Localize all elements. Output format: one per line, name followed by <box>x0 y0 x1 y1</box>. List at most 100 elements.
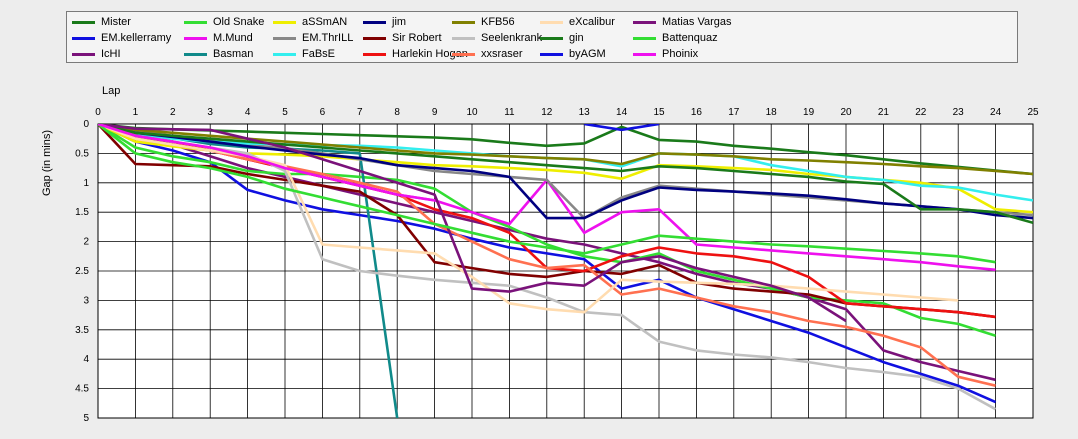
x-tick-label: 15 <box>653 107 665 118</box>
x-tick-label: 21 <box>878 107 890 118</box>
legend-item-byagm: byAGM <box>540 48 606 60</box>
legend-label: Phoinix <box>662 48 699 60</box>
series-line-mister <box>98 124 1033 176</box>
legend-swatch <box>633 52 656 56</box>
legend-item-ichi: IcHI <box>72 48 121 60</box>
series-line-old-snake <box>98 124 996 337</box>
legend-item-excalibur: eXcalibur <box>540 16 615 28</box>
x-tick-label: 25 <box>1027 107 1039 118</box>
x-tick-label: 4 <box>245 107 251 118</box>
legend-swatch <box>72 20 95 24</box>
legend-swatch <box>540 52 563 56</box>
x-tick-label: 12 <box>541 107 553 118</box>
y-tick-label: 0.5 <box>75 148 89 159</box>
legend-label: byAGM <box>569 48 606 60</box>
legend-label: M.Mund <box>213 32 253 44</box>
x-tick-label: 1 <box>133 107 139 118</box>
legend-label: EM.ThrILL <box>302 32 354 44</box>
x-tick-label: 9 <box>432 107 438 118</box>
legend-label: Mister <box>101 16 131 28</box>
x-tick-label: 8 <box>394 107 400 118</box>
legend-item-kfb56: KFB56 <box>452 16 515 28</box>
legend-item-gin: gin <box>540 32 584 44</box>
legend-swatch <box>633 20 656 24</box>
series-line-matias-vargas <box>98 124 847 323</box>
legend-swatch <box>452 36 475 40</box>
legend-swatch <box>452 20 475 24</box>
legend-item-mister: Mister <box>72 16 131 28</box>
legend-label: Harlekin Hogan <box>392 48 468 60</box>
series-layer <box>98 124 1033 418</box>
x-tick-label: 7 <box>357 107 363 118</box>
legend-swatch <box>184 36 207 40</box>
legend-item-matias-vargas: Matias Vargas <box>633 16 732 28</box>
x-tick-label: 13 <box>579 107 591 118</box>
legend-label: jim <box>392 16 407 28</box>
legend-label: Seelenkrank <box>481 32 543 44</box>
y-tick-label: 4.5 <box>75 384 89 395</box>
legend-item-seelenkrank: Seelenkrank <box>452 32 542 44</box>
legend-label: xxsraser <box>481 48 523 60</box>
legend-item-jim: jim <box>363 16 406 28</box>
legend-item-phoinix: Phoinix <box>633 48 698 60</box>
x-tick-label: 24 <box>990 107 1002 118</box>
x-tick-label: 22 <box>915 107 927 118</box>
legend-swatch <box>452 52 475 56</box>
x-tick-label: 16 <box>691 107 703 118</box>
y-axis-title: Gap (in mins) <box>41 130 53 196</box>
x-tick-label: 6 <box>320 107 326 118</box>
legend-swatch <box>273 36 296 40</box>
legend-swatch <box>363 36 386 40</box>
legend-label: EM.kellerramy <box>101 32 172 44</box>
legend-item-sir-robert: Sir Robert <box>363 32 442 44</box>
x-tick-label: 17 <box>728 107 740 118</box>
legend-item-em-thrill: EM.ThrILL <box>273 32 353 44</box>
series-line-jim <box>98 124 1033 220</box>
x-tick-label: 10 <box>466 107 478 118</box>
chart-legend: Mister EM.kellerramy IcHI Old Snake M.Mund Ba… <box>66 11 1018 63</box>
x-tick-labels: 0 1 2 3 4 5 6 7 8 9 10 11 12 13 14 15 16 17 18 19 20 21 22 23 24… <box>95 107 1039 118</box>
series-line-gin <box>98 124 1033 225</box>
y-tick-label: 0 <box>83 119 89 130</box>
x-tick-label: 23 <box>953 107 965 118</box>
y-tick-label: 2 <box>83 237 89 248</box>
legend-label: FaBsE <box>302 48 336 60</box>
legend-item-battenquaz: Battenquaz <box>633 32 718 44</box>
legend-item-assman: aSSmAN <box>273 16 347 28</box>
x-tick-label: 2 <box>170 107 176 118</box>
series-line-xxsraser <box>98 124 996 387</box>
y-tick-label: 3 <box>83 295 89 306</box>
x-tick-label: 0 <box>95 107 101 118</box>
legend-label: eXcalibur <box>569 16 615 28</box>
legend-swatch <box>273 52 296 56</box>
legend-item-xxsraser: xxsraser <box>452 48 523 60</box>
legend-swatch <box>363 20 386 24</box>
y-tick-label: 1 <box>83 178 89 189</box>
y-tick-label: 3.5 <box>75 325 89 336</box>
legend-label: Matias Vargas <box>662 16 732 28</box>
legend-swatch <box>363 52 386 56</box>
x-tick-label: 19 <box>803 107 815 118</box>
grid-lines <box>97 123 1034 419</box>
legend-item-m-mund: M.Mund <box>184 32 253 44</box>
legend-label: IcHI <box>101 48 121 60</box>
x-tick-label: 14 <box>616 107 628 118</box>
x-tick-label: 3 <box>207 107 213 118</box>
y-tick-label: 1.5 <box>75 207 89 218</box>
legend-item-fabse: FaBsE <box>273 48 335 60</box>
legend-item-basman: Basman <box>184 48 253 60</box>
x-axis-title: Lap <box>102 85 120 97</box>
y-tick-label: 5 <box>83 413 89 424</box>
legend-swatch <box>184 52 207 56</box>
x-tick-label: 11 <box>504 107 515 118</box>
series-line-phoinix <box>98 124 435 202</box>
legend-swatch <box>540 20 563 24</box>
y-tick-labels: 0 0.5 1 1.5 2 2.5 3 3.5 4 4.5 5 <box>75 119 89 424</box>
legend-swatch <box>540 36 563 40</box>
x-tick-label: 5 <box>282 107 288 118</box>
legend-item-harlekin-hogan: Harlekin Hogan <box>363 48 468 60</box>
legend-swatch <box>72 52 95 56</box>
legend-item-em-kellerramy: EM.kellerramy <box>72 32 171 44</box>
legend-label: Basman <box>213 48 254 60</box>
